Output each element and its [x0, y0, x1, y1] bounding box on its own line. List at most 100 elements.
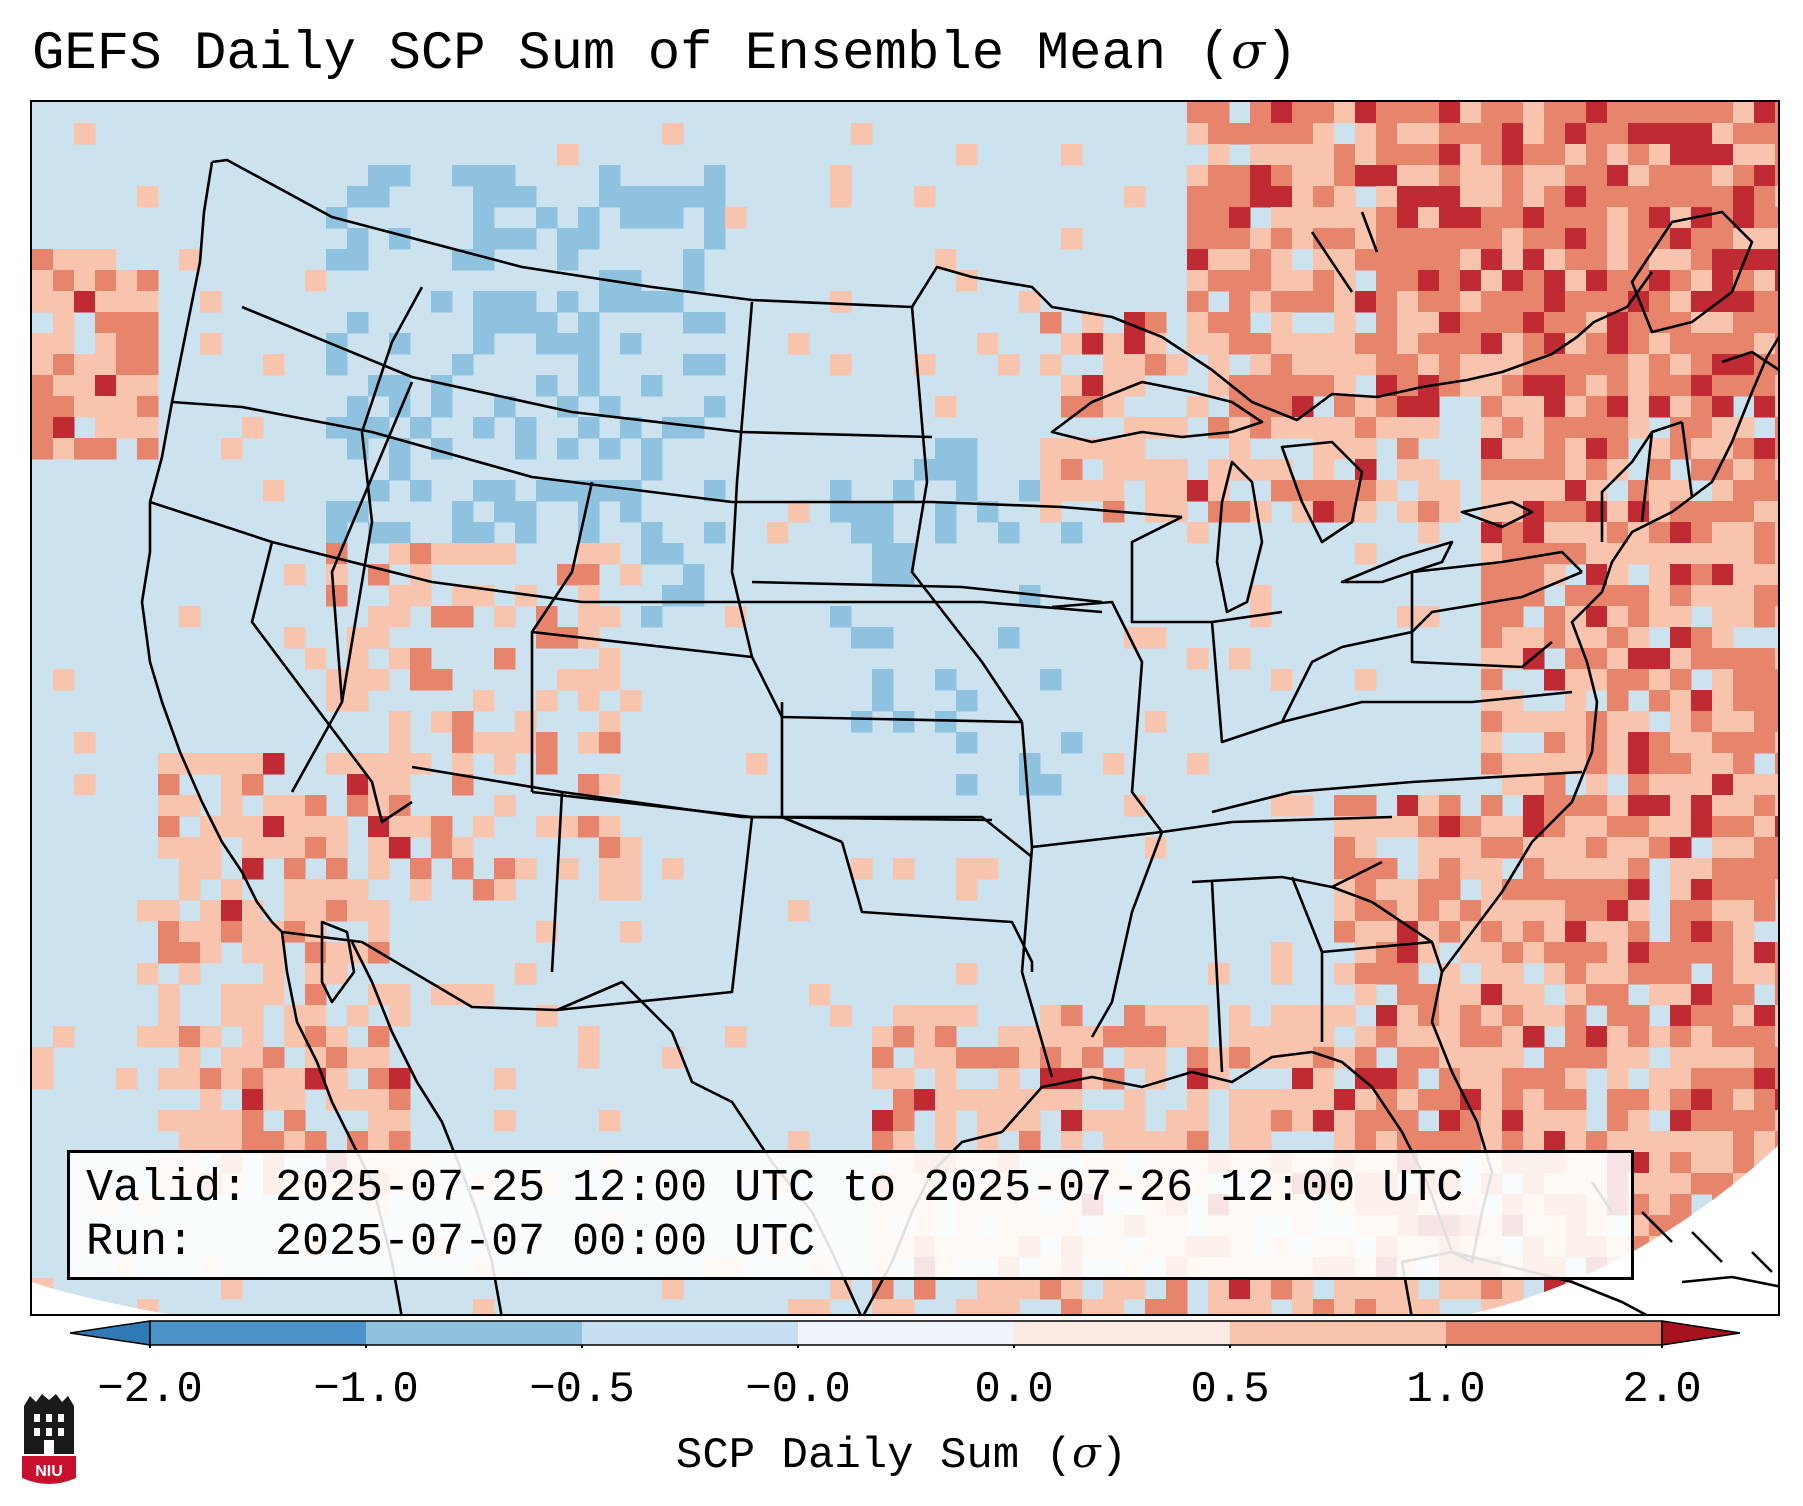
scp-cell	[977, 501, 999, 523]
scp-cell	[599, 291, 621, 313]
scp-cell	[1544, 186, 1566, 208]
scp-cell	[1691, 1152, 1713, 1174]
scp-cell	[1523, 102, 1545, 124]
scp-cell	[1733, 942, 1755, 964]
scp-cell	[1481, 354, 1503, 376]
scp-cell	[1397, 144, 1419, 166]
scp-cell	[830, 480, 852, 502]
scp-cell	[1565, 1068, 1587, 1090]
scp-cell	[1607, 1005, 1629, 1027]
scp-cell	[431, 669, 453, 691]
scp-cell	[158, 984, 180, 1006]
scp-cell	[557, 669, 579, 691]
scp-cell	[851, 711, 873, 733]
scp-cell	[1313, 480, 1335, 502]
scp-cell	[1481, 417, 1503, 439]
scp-cell	[242, 921, 264, 943]
scp-cell	[1061, 1047, 1083, 1069]
scp-cell	[1712, 396, 1734, 418]
scp-cell	[494, 543, 516, 565]
scp-cell	[452, 606, 474, 628]
scp-cell	[200, 837, 222, 859]
scp-cell	[1775, 1047, 1778, 1069]
scp-cell	[1271, 417, 1293, 439]
scp-cell	[1523, 501, 1545, 523]
scp-cell	[1229, 375, 1251, 397]
scp-cell	[1292, 186, 1314, 208]
scp-cell	[1544, 123, 1566, 145]
scp-cell	[1754, 816, 1776, 838]
scp-cell	[1565, 417, 1587, 439]
scp-cell	[536, 333, 558, 355]
scp-cell	[137, 1026, 159, 1048]
scp-cell	[1376, 333, 1398, 355]
scp-cell	[179, 963, 201, 985]
scp-cell	[1670, 606, 1692, 628]
scp-cell	[578, 312, 600, 334]
scp-cell	[1775, 564, 1778, 586]
scp-cell	[1649, 459, 1671, 481]
scp-cell	[1229, 417, 1251, 439]
scp-cell	[1565, 501, 1587, 523]
scp-cell	[1691, 270, 1713, 292]
scp-cell	[389, 459, 411, 481]
scp-cell	[1502, 816, 1524, 838]
scp-cell	[179, 837, 201, 859]
scp-cell	[935, 1047, 957, 1069]
scp-cell	[1376, 1089, 1398, 1111]
scp-cell	[1397, 459, 1419, 481]
scp-cell	[1544, 963, 1566, 985]
scp-cell	[326, 1089, 348, 1111]
scp-cell	[1313, 270, 1335, 292]
scp-cell	[389, 816, 411, 838]
scp-cell	[893, 1068, 915, 1090]
scp-cell	[1250, 354, 1272, 376]
scp-cell	[1544, 165, 1566, 187]
scp-cell	[1124, 459, 1146, 481]
scp-cell	[200, 291, 222, 313]
scp-cell	[1229, 1131, 1251, 1153]
scp-cell	[1733, 984, 1755, 1006]
map-panel[interactable]	[30, 100, 1780, 1316]
scp-cell	[1376, 816, 1398, 838]
scp-cell	[1607, 228, 1629, 250]
scp-cell	[1754, 1047, 1776, 1069]
scp-cell	[1313, 1068, 1335, 1090]
scp-cell	[389, 438, 411, 460]
scp-cell	[179, 879, 201, 901]
scp-cell	[578, 522, 600, 544]
scp-cell	[1586, 774, 1608, 796]
scp-cell	[1208, 228, 1230, 250]
scp-cell	[347, 186, 369, 208]
colorbar-seg-5	[1014, 1321, 1230, 1345]
scp-cell	[1208, 501, 1230, 523]
scp-cell	[1754, 795, 1776, 817]
scp-cell	[1313, 375, 1335, 397]
scp-cell	[284, 816, 306, 838]
scp-cell	[893, 1110, 915, 1132]
scp-cell	[683, 186, 705, 208]
scp-cell	[1250, 228, 1272, 250]
scp-cell	[1271, 963, 1293, 985]
scp-cell	[1607, 732, 1629, 754]
scp-cell	[1628, 606, 1650, 628]
scp-cell	[221, 900, 243, 922]
scp-cell	[1754, 879, 1776, 901]
scp-cell	[599, 732, 621, 754]
scp-cell	[1040, 1005, 1062, 1027]
scp-cell	[1649, 396, 1671, 418]
scp-cell	[473, 1299, 495, 1314]
scp-cell	[1502, 564, 1524, 586]
scp-cell	[977, 1089, 999, 1111]
scp-cell	[872, 1026, 894, 1048]
scp-cell	[242, 417, 264, 439]
scp-cell	[1775, 732, 1778, 754]
scp-cell	[137, 312, 159, 334]
scp-cell	[1460, 858, 1482, 880]
scp-cell	[1775, 480, 1778, 502]
scp-cell	[1586, 984, 1608, 1006]
scp-cell	[326, 1047, 348, 1069]
scp-cell	[200, 1131, 222, 1153]
scp-cell	[1061, 1110, 1083, 1132]
scp-cell	[1775, 144, 1778, 166]
